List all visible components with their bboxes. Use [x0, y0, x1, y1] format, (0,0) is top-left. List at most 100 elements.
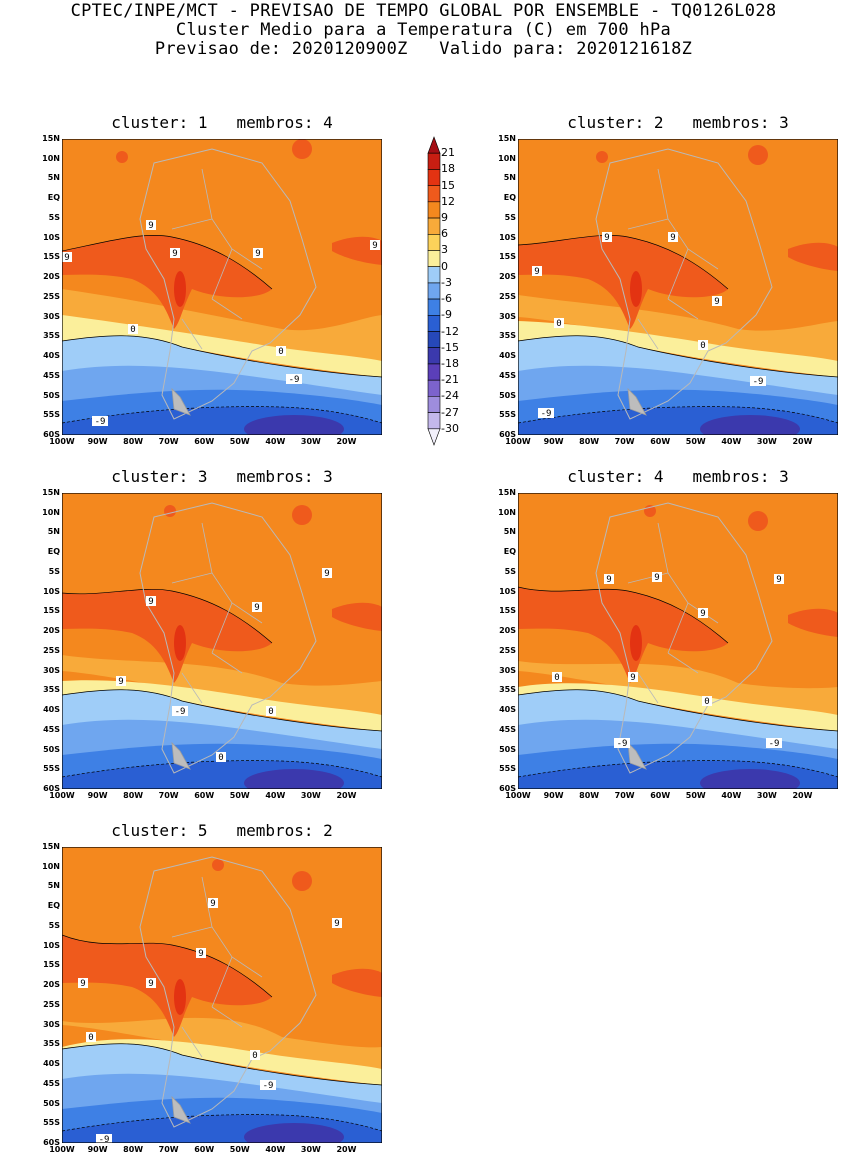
contour-label: 9	[170, 248, 180, 259]
lat-label: 5S	[48, 212, 60, 222]
lat-label: 35S	[499, 685, 516, 695]
lat-label: 10N	[42, 153, 60, 163]
contour-label: 9	[698, 608, 708, 619]
colorbar-label: -24	[441, 389, 459, 403]
contour-label: 0	[698, 340, 708, 351]
lat-label: 40S	[43, 351, 60, 361]
colorbar-label: 12	[441, 194, 455, 208]
lat-label: 30S	[43, 665, 60, 675]
lat-label: 20S	[43, 626, 60, 636]
lat-label: 45S	[43, 1078, 60, 1088]
contour-label: 9	[146, 978, 156, 989]
lon-label: 50W	[229, 437, 250, 446]
lat-label: 5N	[47, 173, 60, 183]
contour-label: 9	[712, 296, 722, 307]
lon-label: 60W	[194, 437, 215, 446]
colorbar-swatch	[427, 136, 441, 154]
colorbar-swatch	[427, 282, 441, 300]
colorbar-label: -9	[441, 308, 452, 322]
colorbar-label: 6	[441, 227, 448, 241]
lon-label: 30W	[300, 791, 321, 800]
lat-label: 5N	[47, 527, 60, 537]
lat-label: EQ	[47, 901, 60, 911]
lat-label: 5N	[503, 527, 516, 537]
lat-label: 10S	[499, 586, 516, 596]
contour-label: 0	[266, 706, 276, 717]
lon-label: 100W	[49, 1145, 75, 1154]
lat-label: 15N	[42, 842, 60, 851]
svg-text:9: 9	[670, 233, 675, 243]
panel-5-title: cluster: 5 membros: 2	[111, 821, 333, 840]
lat-label: 60S	[43, 784, 60, 793]
contour-label: -9	[538, 408, 554, 419]
contour-label: 9	[196, 948, 206, 959]
colorbar-label: -21	[441, 373, 459, 387]
lat-label: 35S	[43, 685, 60, 695]
lon-label: 80W	[579, 437, 600, 446]
lat-label: 5S	[504, 566, 516, 576]
lon-label: 60W	[194, 791, 215, 800]
contour-label: 9	[62, 252, 72, 263]
lat-label: 10S	[499, 232, 516, 242]
lat-label: 25S	[499, 291, 516, 301]
colorbar-label: -12	[441, 324, 459, 338]
lat-label: 60S	[43, 430, 60, 439]
svg-text:-9: -9	[753, 377, 764, 387]
lat-label: 15S	[499, 606, 516, 616]
lon-label: 50W	[685, 437, 706, 446]
lat-label: 50S	[499, 390, 516, 400]
svg-text:9: 9	[606, 575, 611, 585]
colorbar-label: -3	[441, 275, 452, 289]
colorbar-svg	[427, 136, 441, 446]
lat-label: EQ	[47, 193, 60, 203]
colorbar-swatch	[427, 412, 441, 430]
lat-label: 50S	[499, 744, 516, 754]
svg-text:9: 9	[255, 249, 260, 259]
lat-label: 5N	[47, 881, 60, 891]
lon-label: 100W	[49, 791, 75, 800]
lon-label: 90W	[543, 791, 564, 800]
colorbar-swatch	[427, 379, 441, 397]
lon-label: 20W	[792, 791, 813, 800]
contour-label: 0	[86, 1032, 96, 1043]
lat-label: 10N	[498, 153, 516, 163]
contour-label: -9	[614, 738, 630, 749]
lat-label: 30S	[43, 1019, 60, 1029]
colorbar-swatch	[427, 298, 441, 316]
lon-label: 80W	[123, 1145, 144, 1154]
svg-text:9: 9	[64, 253, 69, 263]
contour-label: 9	[370, 240, 380, 251]
svg-text:-9: -9	[541, 409, 552, 419]
lat-label: 10N	[42, 861, 60, 871]
lon-label: 70W	[614, 437, 635, 446]
colorbar-label: 3	[441, 243, 448, 257]
lat-label: 35S	[43, 1039, 60, 1049]
panel-5-map: 9 9 9 9 9 0 0 -9 -9	[62, 847, 382, 1143]
svg-text:9: 9	[210, 899, 215, 909]
contour-label: -9	[750, 376, 766, 387]
lon-label: 20W	[336, 1145, 357, 1154]
lon-label: 40W	[721, 791, 742, 800]
contour-label: 9	[668, 232, 678, 243]
lat-label: 40S	[43, 1059, 60, 1069]
lon-label: 70W	[158, 791, 179, 800]
lat-label: 20S	[499, 626, 516, 636]
panel-3-map: 9 9 9 9 0 0 -9	[62, 493, 382, 789]
lon-label: 70W	[158, 1145, 179, 1154]
lat-label: 15S	[43, 606, 60, 616]
lat-label: 60S	[499, 784, 516, 793]
panel-1-title: cluster: 1 membros: 4	[111, 113, 333, 132]
lat-label: 50S	[43, 744, 60, 754]
colorbar-label: -30	[441, 421, 459, 435]
lat-label: 10N	[498, 507, 516, 517]
contour-label: 9	[252, 602, 262, 613]
lat-label: 55S	[499, 764, 516, 774]
lon-label: 40W	[721, 437, 742, 446]
contour-label: 9	[332, 918, 342, 929]
lon-label: 20W	[336, 437, 357, 446]
colorbar-swatch	[427, 201, 441, 219]
lat-label: 45S	[499, 724, 516, 734]
svg-text:9: 9	[198, 949, 203, 959]
lat-label: 20S	[43, 980, 60, 990]
contour-label: 0	[128, 324, 138, 335]
